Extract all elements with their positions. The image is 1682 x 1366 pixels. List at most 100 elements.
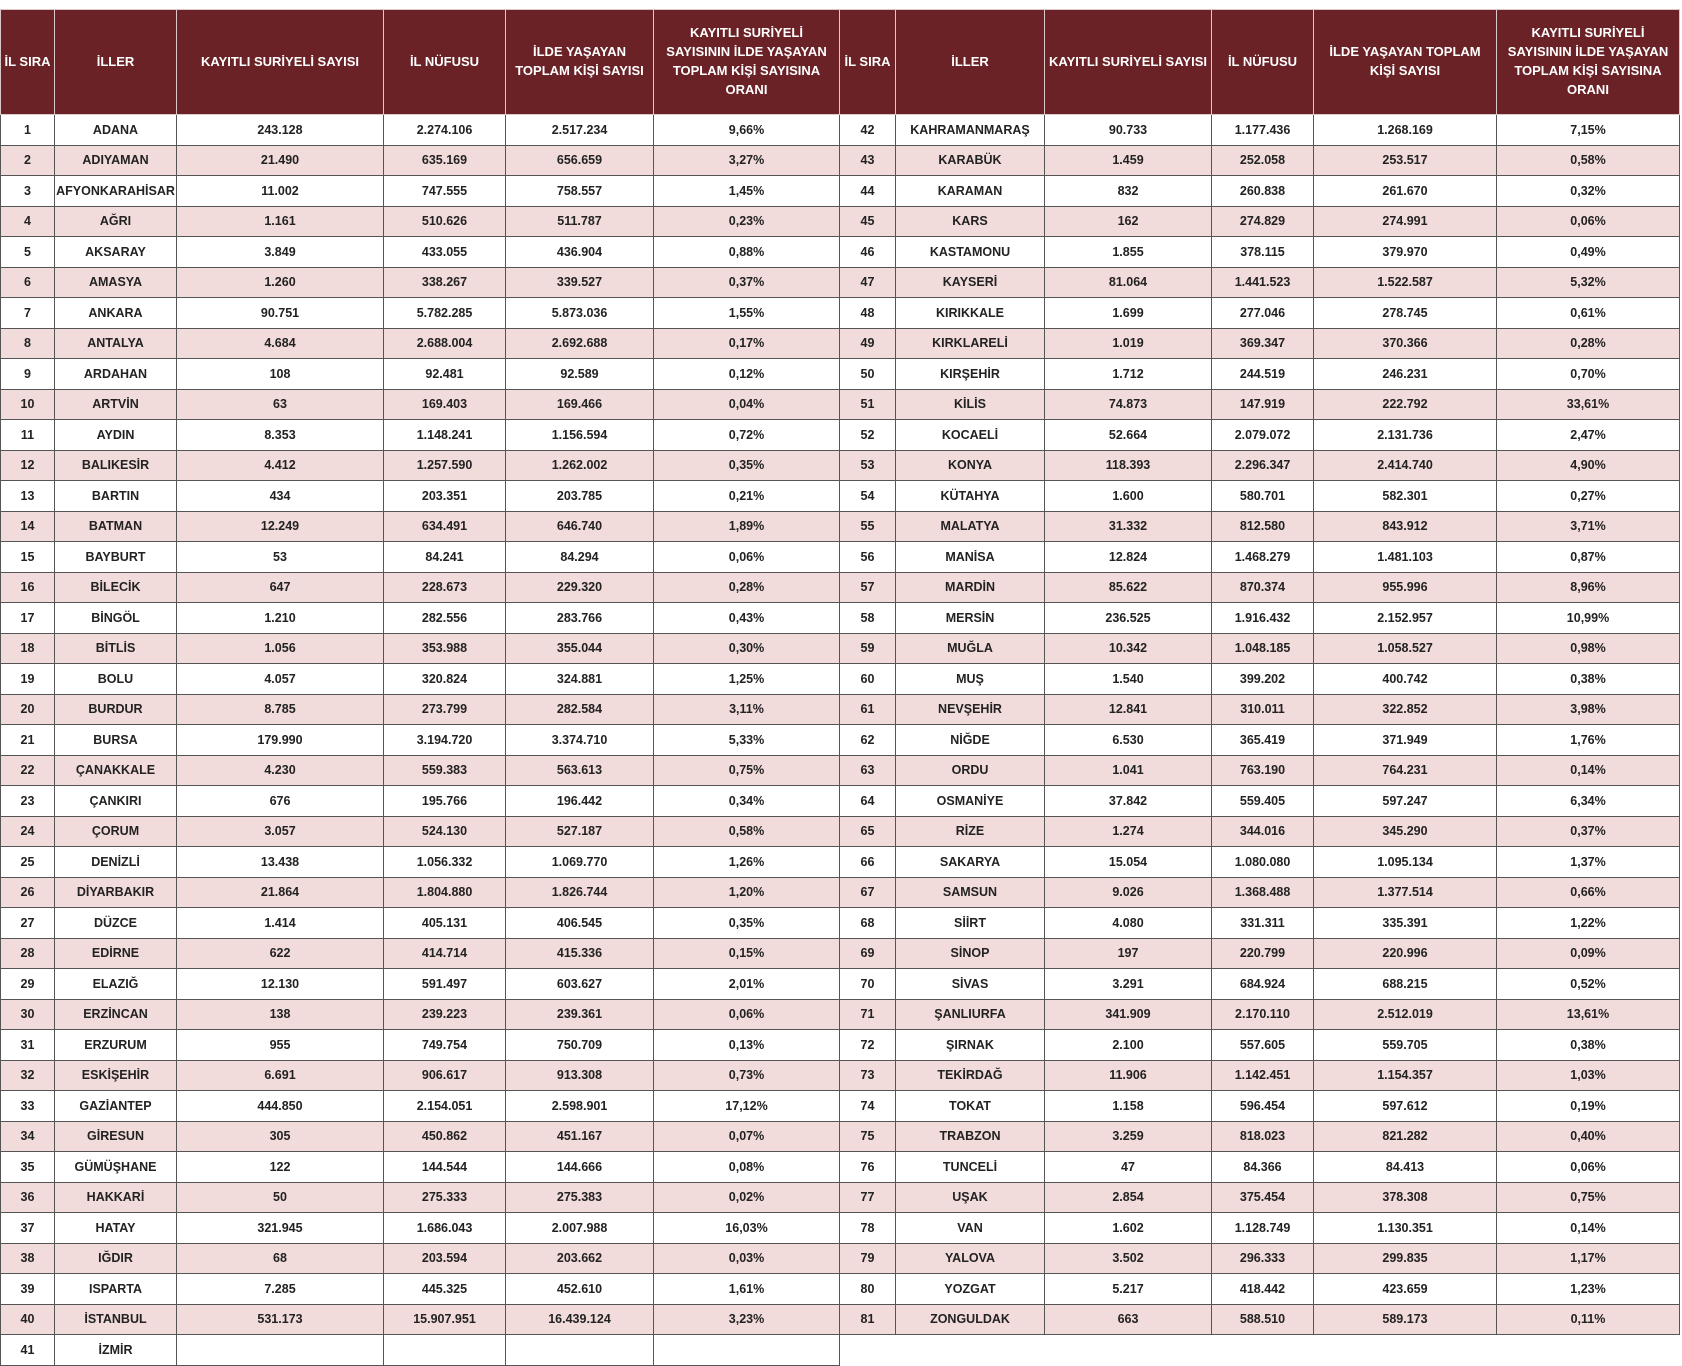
cell-sira: 2 (0, 144, 55, 176)
cell-il: ESKİŞEHİR (54, 1059, 177, 1091)
cell-sira: 9 (0, 358, 55, 390)
cell-il: KİLİS (895, 388, 1045, 420)
cell-sira: 49 (839, 327, 896, 359)
cell-oran: 0,03% (653, 1242, 840, 1274)
cell-kayitli-suriyeli: 179.990 (176, 724, 384, 756)
cell-kayitli-suriyeli: 1.260 (176, 266, 384, 298)
cell-oran: 17,12% (653, 1090, 840, 1122)
cell-oran: 2,01% (653, 968, 840, 1000)
table-row: 26 DİYARBAKIR 21.864 1.804.880 1.826.744 1,20… (0, 876, 1680, 908)
cell-toplam-kisi: 415.336 (505, 937, 654, 969)
cell-il: ERZURUM (54, 1029, 177, 1061)
cell-oran: 0,88% (653, 236, 840, 268)
cell-kayitli-suriyeli: 12.841 (1044, 693, 1212, 725)
cell-il: AYDIN (54, 419, 177, 451)
cell-oran: 0,06% (653, 998, 840, 1030)
cell-toplam-kisi: 253.517 (1313, 144, 1497, 176)
table-row: 19 BOLU 4.057 320.824 324.881 1,25% 60 MUŞ 1.540… (0, 663, 1680, 695)
cell-toplam-kisi: 324.881 (505, 663, 654, 695)
cell-kayitli-suriyeli: 3.057 (176, 815, 384, 847)
cell-kayitli-suriyeli: 955 (176, 1029, 384, 1061)
cell-oran: 0,75% (1496, 1181, 1680, 1213)
cell-toplam-kisi: 203.662 (505, 1242, 654, 1274)
cell-sira: 39 (0, 1273, 55, 1305)
cell-il: ANKARA (54, 297, 177, 329)
table-row: 36 HAKKARİ 50 275.333 275.383 0,02% 77 UŞAK 2.85… (0, 1181, 1680, 1213)
cell-sira: 34 (0, 1120, 55, 1152)
cell-kayitli-suriyeli: 138 (176, 998, 384, 1030)
cell-il-nufusu: 203.594 (383, 1242, 506, 1274)
cell-il-nufusu: 591.497 (383, 968, 506, 1000)
cell-sira: 81 (839, 1303, 896, 1335)
cell-oran: 3,71% (1496, 510, 1680, 542)
cell-il-nufusu: 275.333 (383, 1181, 506, 1213)
cell-il: MALATYA (895, 510, 1045, 542)
cell-toplam-kisi: 1.481.103 (1313, 541, 1497, 573)
cell-kayitli-suriyeli: 4.412 (176, 449, 384, 481)
cell-kayitli-suriyeli: 6.530 (1044, 724, 1212, 756)
cell-oran: 0,38% (1496, 663, 1680, 695)
cell-il-nufusu: 1.257.590 (383, 449, 506, 481)
cell-toplam-kisi: 559.705 (1313, 1029, 1497, 1061)
cell-sira: 17 (0, 602, 55, 634)
table-row: 3 AFYONKARAHİSAR 11.002 747.555 758.557 1,45%… (0, 175, 1680, 207)
cell-oran: 0,49% (1496, 236, 1680, 268)
cell-oran: 0,28% (1496, 327, 1680, 359)
cell-sira: 45 (839, 205, 896, 237)
cell-oran: 0,06% (1496, 205, 1680, 237)
table-row: 41 İZMİR (0, 1334, 1680, 1366)
cell-toplam-kisi: 656.659 (505, 144, 654, 176)
cell-oran (653, 1334, 840, 1366)
table-row: 6 AMASYA 1.260 338.267 339.527 0,37% 47 KAYSERİ… (0, 266, 1680, 298)
cell-il: AĞRI (54, 205, 177, 237)
cell-toplam-kisi: 821.282 (1313, 1120, 1497, 1152)
cell-toplam-kisi: 322.852 (1313, 693, 1497, 725)
cell-toplam-kisi: 527.187 (505, 815, 654, 847)
cell-toplam-kisi: 688.215 (1313, 968, 1497, 1000)
cell-sira: 35 (0, 1151, 55, 1183)
cell-il: BALIKESİR (54, 449, 177, 481)
cell-kayitli-suriyeli: 3.502 (1044, 1242, 1212, 1274)
cell-sira: 40 (0, 1303, 55, 1335)
cell-toplam-kisi: 2.512.019 (1313, 998, 1497, 1030)
cell-il: BATMAN (54, 510, 177, 542)
cell-toplam-kisi: 371.949 (1313, 724, 1497, 756)
cell-toplam-kisi: 3.374.710 (505, 724, 654, 756)
cell-oran: 0,32% (1496, 175, 1680, 207)
cell-il: YOZGAT (895, 1273, 1045, 1305)
table-row: 38 IĞDIR 68 203.594 203.662 0,03% 79 YALOVA 3.50… (0, 1242, 1680, 1274)
cell-sira: 72 (839, 1029, 896, 1061)
cell-il: MERSİN (895, 602, 1045, 634)
table-row: 39 ISPARTA 7.285 445.325 452.610 1,61% 80 YOZGA… (0, 1273, 1680, 1305)
cell-il-nufusu: 15.907.951 (383, 1303, 506, 1335)
cell-sira: 61 (839, 693, 896, 725)
cell-oran: 0,06% (653, 541, 840, 573)
cell-il: GİRESUN (54, 1120, 177, 1152)
table-row: 21 BURSA 179.990 3.194.720 3.374.710 5,33% 62 N… (0, 724, 1680, 756)
cell-oran: 3,27% (653, 144, 840, 176)
header-sira: İL SIRA (0, 9, 55, 115)
cell-kayitli-suriyeli: 197 (1044, 937, 1212, 969)
cell-oran: 0,37% (653, 266, 840, 298)
cell-oran: 0,08% (653, 1151, 840, 1183)
table-row: 23 ÇANKIRI 676 195.766 196.442 0,34% 64 OSMANİY… (0, 785, 1680, 817)
cell-sira: 63 (839, 754, 896, 786)
cell-oran: 0,14% (1496, 754, 1680, 786)
cell-toplam-kisi: 379.970 (1313, 236, 1497, 268)
cell-kayitli-suriyeli: 68 (176, 1242, 384, 1274)
cell-kayitli-suriyeli: 53 (176, 541, 384, 573)
cell-il: KARS (895, 205, 1045, 237)
cell-toplam-kisi: 261.670 (1313, 175, 1497, 207)
cell-toplam-kisi: 222.792 (1313, 388, 1497, 420)
cell-il: ÇANAKKALE (54, 754, 177, 786)
cell-toplam-kisi: 2.414.740 (1313, 449, 1497, 481)
cell-sira: 58 (839, 602, 896, 634)
cell-il-nufusu: 1.056.332 (383, 846, 506, 878)
cell-il: ŞANLIURFA (895, 998, 1045, 1030)
cell-il-nufusu: 2.274.106 (383, 114, 506, 146)
cell-sira: 74 (839, 1090, 896, 1122)
cell-kayitli-suriyeli: 1.414 (176, 907, 384, 939)
cell-il-nufusu: 596.454 (1211, 1090, 1314, 1122)
cell-sira: 51 (839, 388, 896, 420)
cell-toplam-kisi: 299.835 (1313, 1242, 1497, 1274)
